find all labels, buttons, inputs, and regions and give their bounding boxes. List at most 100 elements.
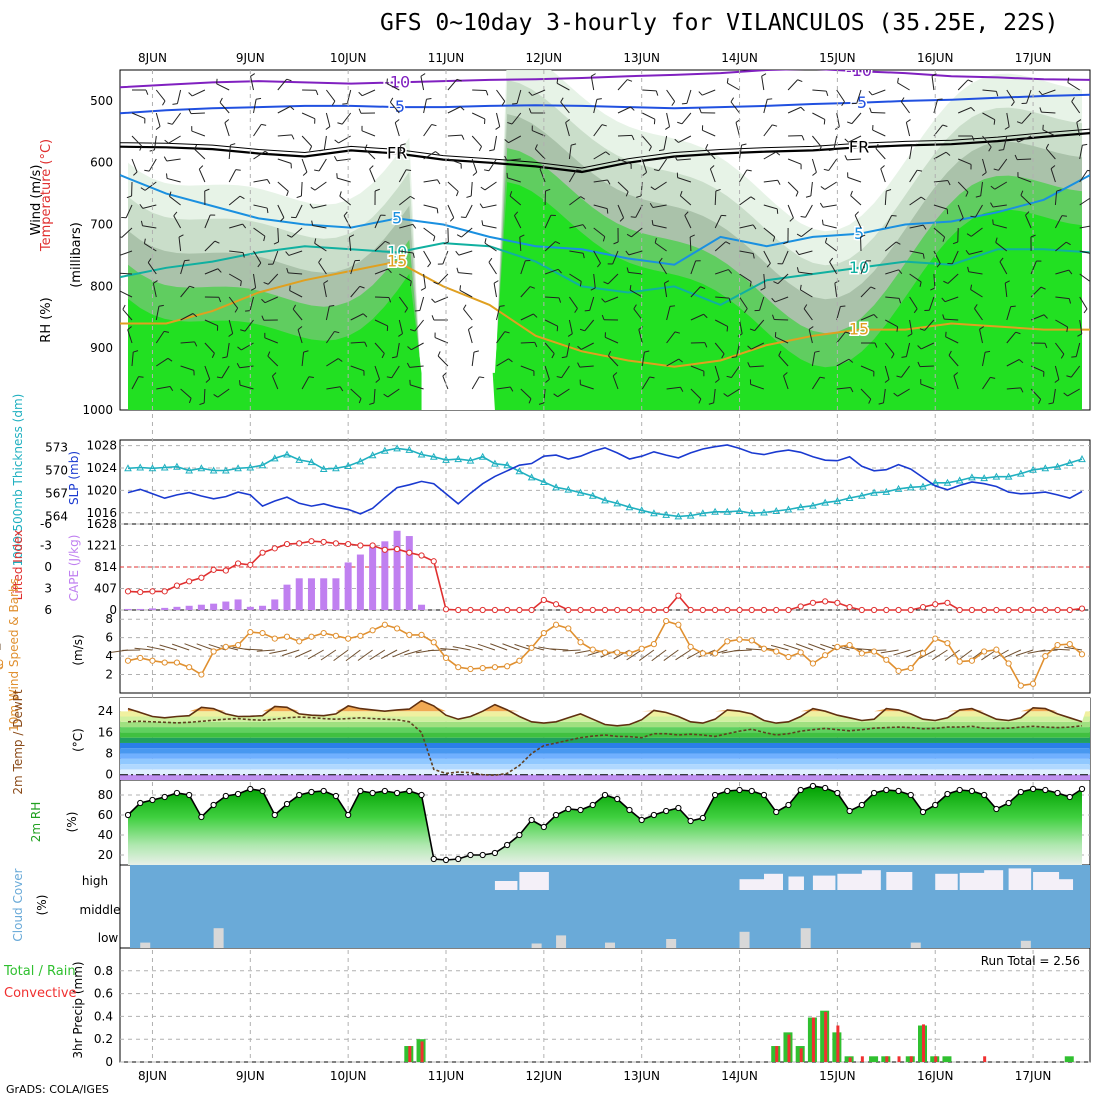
surface-wind-barb (906, 649, 924, 658)
wind-barb (568, 169, 577, 183)
wind-barb (774, 296, 789, 303)
wind-barb-flag (1071, 356, 1077, 358)
wind-barb-flag (147, 258, 152, 263)
wind-barb (680, 195, 692, 206)
wind-barb-flag (362, 313, 368, 318)
wind-barb-flag (489, 149, 495, 152)
thickness-series-point (735, 506, 744, 515)
rh-series-point (846, 807, 853, 815)
cloud-high-bar (959, 872, 986, 890)
wind-barb-flag (309, 146, 313, 151)
wind-barb-flag (965, 249, 970, 255)
cloud-low-bar (531, 943, 542, 948)
wind-speed-series-point (1078, 651, 1086, 658)
wind-barb-flag (289, 285, 291, 291)
day-label-bottom: 12JUN (526, 1069, 563, 1083)
wind-barb-flag (409, 281, 412, 287)
precip-convective-bar (775, 1046, 779, 1062)
precip-convective-bar (848, 1057, 852, 1062)
wind-barb (715, 296, 730, 299)
wind-barb-flag (571, 143, 577, 146)
wind-barb-flag (1093, 225, 1096, 229)
wind-barb (787, 204, 794, 219)
wind-barb (714, 215, 722, 229)
wind-barb (1042, 129, 1056, 137)
wind-barb (472, 89, 487, 92)
wind-barb-flag (538, 402, 544, 405)
wind-barb-flag (455, 250, 460, 256)
lifted-index-series-point (479, 606, 486, 614)
surface-wind-barb (1051, 648, 1070, 651)
wind-barb (423, 99, 427, 114)
wind-barb (812, 89, 827, 92)
temperature-band (120, 737, 1090, 743)
wind-barb-flag (797, 79, 803, 83)
cloud-low-bar (605, 942, 615, 948)
wind-barb (178, 237, 182, 252)
surface-wind-barb (675, 649, 691, 661)
wind-barb-flag (479, 376, 485, 379)
wind-barb (828, 158, 838, 171)
rh-series-point (308, 788, 315, 796)
wind-barb (544, 268, 559, 275)
wind-barb (569, 250, 584, 254)
wind-barb-flag (766, 263, 771, 268)
rh-series-point (663, 807, 670, 815)
wind-barb-flag (164, 139, 169, 144)
wind-barb-flag (1040, 286, 1046, 290)
lifted-index-series-point (956, 606, 963, 614)
lifted-index-series-point (271, 545, 278, 552)
wind-barb-flag (412, 252, 415, 258)
surface-wind-barb (880, 649, 899, 654)
wind-barb (264, 337, 278, 344)
wind-barb-flag (896, 375, 902, 378)
wind-barb-flag (884, 379, 890, 383)
slp-tick: 1028 (86, 439, 117, 453)
wind-barb-flag (250, 73, 255, 77)
wind-barb (709, 168, 716, 183)
precip-convective-bar (408, 1046, 412, 1062)
pressure-tick: 1000 (82, 403, 113, 417)
wind-barb-flag (941, 297, 946, 303)
wind-barb (1054, 215, 1063, 229)
wind-barb-flag (560, 97, 564, 103)
wind-speed-series-point (345, 635, 352, 642)
wind-barb-flag (605, 151, 610, 156)
lifted-index-tick: 3 (44, 582, 52, 596)
rh-series-point (834, 789, 841, 797)
wind-barb-flag (431, 298, 436, 303)
wind-barb (348, 237, 352, 252)
lifted-index-series-point (699, 606, 706, 614)
rh-series-point (1066, 793, 1073, 801)
cloud-layer-middle: middle (80, 903, 121, 917)
wind-speed-series-point (1042, 653, 1049, 660)
rh-series-point (822, 784, 829, 792)
cloud-low-bar (556, 935, 567, 948)
thickness-series-point (809, 501, 817, 509)
pressure-tick: 500 (90, 94, 113, 108)
wind-speed-series-point (479, 665, 486, 672)
rh-series-point (173, 789, 181, 797)
wind-barb-flag (1082, 143, 1088, 146)
wind-barb-flag (644, 350, 650, 353)
wind-barb-flag (261, 298, 266, 304)
rh-series-point (1042, 786, 1049, 794)
wind-barb-flag (194, 341, 198, 347)
wind-barb-flag (650, 186, 656, 191)
wind-barb (325, 331, 335, 344)
thickness-axis-label: 1000-500mb Thickness (dm) (11, 394, 25, 567)
wind-barb-flag (715, 188, 721, 192)
wind-barb (1055, 319, 1068, 328)
wind-barb (277, 106, 291, 114)
wind-barb (836, 112, 840, 127)
day-label-bottom: 14JUN (721, 1069, 758, 1083)
wind-barb (787, 158, 802, 165)
wind-speed-series-point (822, 652, 829, 659)
lifted-index-series-point (1078, 605, 1086, 612)
wind-barb-flag (990, 185, 996, 190)
thickness-series-point (821, 498, 829, 506)
wind-barb (362, 89, 376, 97)
wind-barb (171, 112, 182, 125)
wind-barb (410, 384, 424, 390)
wind-barb (593, 124, 603, 137)
